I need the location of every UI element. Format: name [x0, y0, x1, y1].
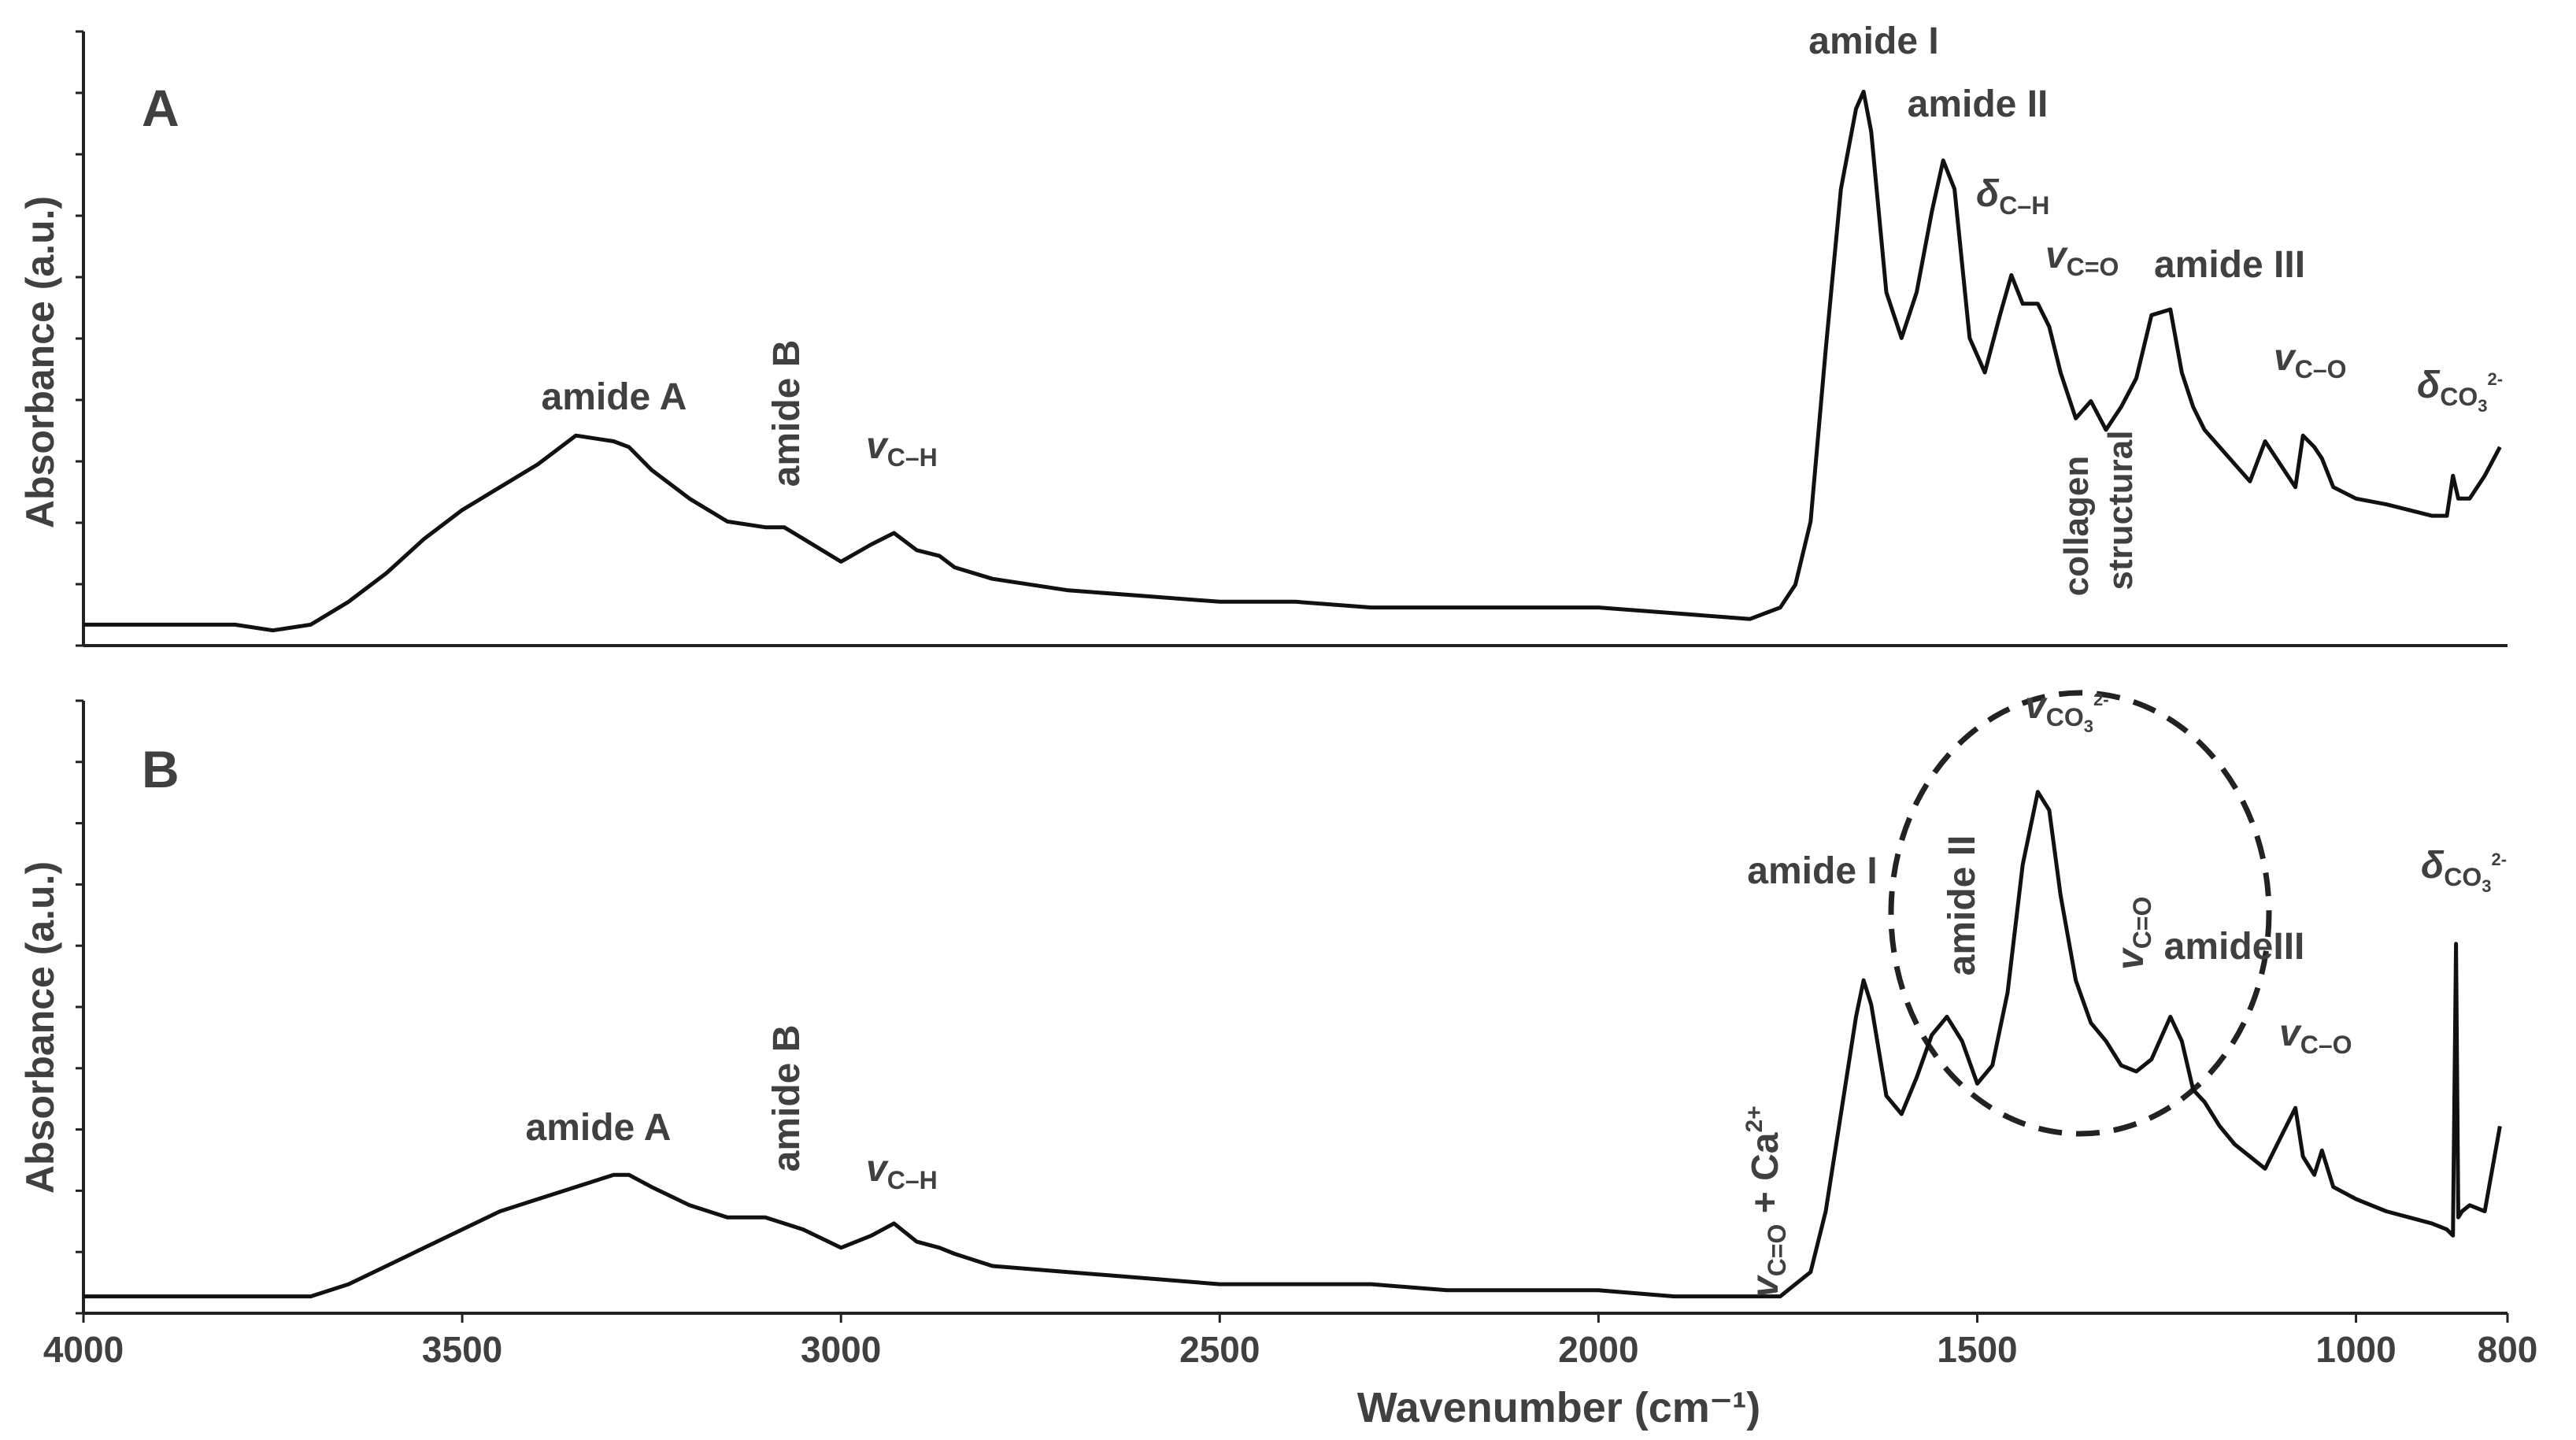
panel-b-label-nu-co3: vCO32- — [2025, 685, 2109, 736]
x-tick-label: 3500 — [422, 1329, 502, 1370]
panel-b-spectrum-line — [83, 790, 2502, 1299]
x-tick-label: 800 — [2478, 1329, 2538, 1370]
panel-a-label-nu-ch: vC–H — [866, 425, 938, 472]
panel-a-label-amide-b: amide B — [766, 340, 808, 487]
x-tick-label: 2000 — [1558, 1329, 1638, 1370]
panel-b-label-nu-co-ca: vC=O + Ca2+ — [1741, 1105, 1791, 1297]
x-tick-label: 4000 — [43, 1329, 124, 1370]
x-tick-label: 1500 — [1937, 1329, 2017, 1370]
panel-a-label-delta-co3: δCO32- — [2417, 365, 2503, 416]
panel-a-label-collagen: collagen — [2057, 456, 2096, 597]
panel-a-label-amide-i: amide I — [1808, 20, 1938, 62]
panel-b-label-nu-c-o-single: vC–O — [2279, 1012, 2352, 1059]
panel-a-label-amide-ii: amide II — [1908, 83, 2049, 125]
panel-a-spectrum-line — [83, 89, 2502, 633]
panel-b-letter: B — [142, 740, 180, 798]
x-axis-ticks: 4000 3500 3000 2500 2000 1500 1000 800 — [43, 1313, 2538, 1370]
panel-b-dashed-ellipse — [1888, 690, 2272, 1137]
panel-b-label-amide-iii: amideIII — [2164, 926, 2305, 968]
panel-b-label-amide-a: amide A — [526, 1107, 672, 1149]
panel-a: A Absorbance (a.u.) amide A amide B vC–H… — [18, 20, 2508, 647]
panel-b-label-nu-c-o-double: vC=O — [2110, 897, 2156, 970]
panel-b-label-amide-i: amide I — [1747, 850, 1877, 892]
panel-a-label-amide-a: amide A — [542, 376, 687, 418]
panel-b-label-nu-ch: vC–H — [866, 1148, 938, 1194]
panel-a-y-ticks — [76, 30, 83, 647]
panel-a-label-amide-iii: amide III — [2154, 244, 2305, 286]
x-tick-label: 1000 — [2315, 1329, 2396, 1370]
panel-a-label-structural: structural — [2101, 431, 2140, 590]
panel-b: B Absorbance (a.u.) amide A amide B vC–H… — [18, 685, 2508, 1315]
panel-a-letter: A — [142, 79, 180, 137]
panel-a-label-nu-c-o-single: vC–O — [2274, 337, 2347, 383]
x-axis-label: Wavenumber (cm⁻¹) — [1357, 1384, 1761, 1431]
panel-b-label-amide-b: amide B — [766, 1025, 808, 1172]
panel-b-y-axis-label: Absorbance (a.u.) — [18, 861, 62, 1194]
panel-a-label-nu-c-o-double: vC=O — [2045, 235, 2119, 281]
x-tick-label: 2500 — [1179, 1329, 1260, 1370]
panel-a-label-delta-ch: δC–H — [1976, 173, 2049, 220]
panel-b-y-ticks — [76, 699, 83, 1315]
panel-a-y-axis-label: Absorbance (a.u.) — [18, 196, 62, 528]
panel-b-label-amide-ii: amide II — [1941, 835, 1983, 976]
x-tick-label: 3000 — [801, 1329, 881, 1370]
panel-b-label-delta-co3: δCO32- — [2421, 845, 2507, 896]
